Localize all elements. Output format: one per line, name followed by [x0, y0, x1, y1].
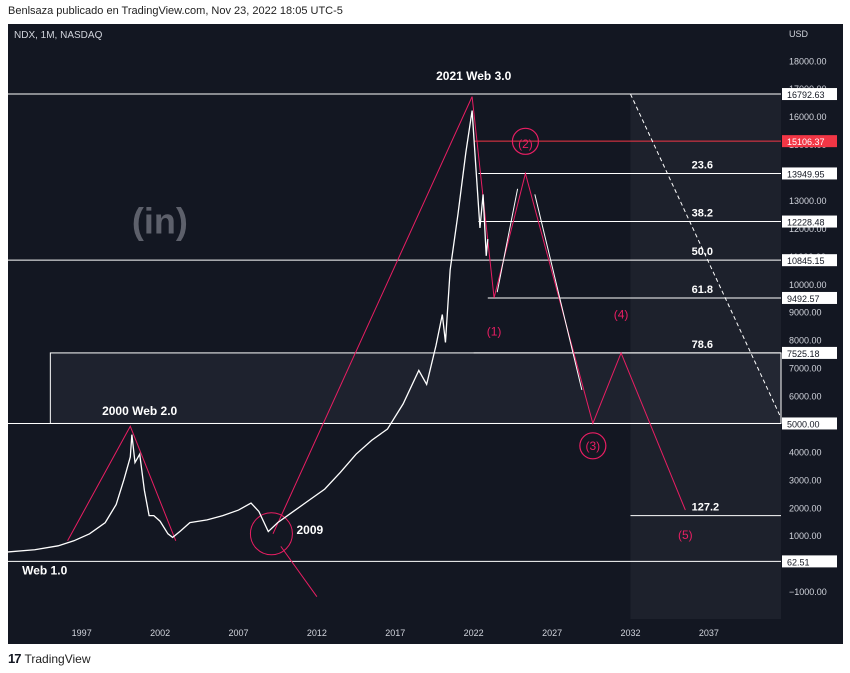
y-tick-label: 12000.00 — [789, 224, 827, 234]
watermark-logo: (in) — [132, 201, 188, 242]
x-tick-label: 2027 — [542, 628, 562, 638]
y-tick-label: 18000.00 — [789, 56, 827, 66]
y-tick-label: 16000.00 — [789, 112, 827, 122]
footer: 17 TradingView — [8, 651, 91, 666]
price-tag-label: 12228.48 — [787, 218, 825, 228]
price-tag-bg — [782, 167, 837, 180]
y-tick-label: 4000.00 — [789, 447, 822, 457]
price-tag-label: 16792.63 — [787, 90, 825, 100]
price-tag-label: 15106.37 — [787, 137, 825, 147]
x-tick-label: 2002 — [150, 628, 170, 638]
chart-annotation: Web 1.0 — [22, 563, 67, 577]
chart-background — [8, 24, 843, 644]
price-tag-bg — [782, 417, 837, 430]
price-tag-bg — [782, 215, 837, 228]
tradingview-logo-icon: 17 — [8, 651, 22, 666]
wave-label: (2) — [518, 137, 533, 151]
price-tag-label: 62.51 — [787, 557, 810, 567]
wave-circle-2 — [511, 127, 540, 155]
wave-label: (4) — [614, 308, 629, 322]
wave-label: (1) — [487, 324, 502, 338]
projection-arrow-down — [534, 194, 583, 391]
chart-annotation: 2021 Web 3.0 — [436, 69, 511, 83]
price-tag-bg — [782, 254, 837, 267]
y-tick-label: 2000.00 — [789, 503, 822, 513]
wave-triangle-2000 — [67, 425, 177, 542]
chart-annotation: 2009 — [297, 523, 324, 537]
projection-arrow-up — [496, 188, 519, 293]
y-tick-label: 7000.00 — [789, 364, 822, 374]
ndx-price-line — [7, 110, 489, 553]
symbol-label: NDX, 1M, NASDAQ — [14, 30, 103, 41]
fib-label: 50.0 — [692, 246, 713, 258]
price-tag-bg — [782, 88, 837, 101]
wave-label: (5) — [678, 528, 693, 542]
price-tag-bg — [782, 291, 837, 304]
x-tick-label: 2037 — [699, 628, 719, 638]
y-tick-label: 9000.00 — [789, 308, 822, 318]
price-tag-bg — [782, 135, 837, 148]
x-tick-label: 1997 — [72, 628, 92, 638]
elliott-wave-path — [471, 96, 686, 511]
arrow-2009 — [280, 546, 318, 597]
wave-circle-3 — [579, 432, 607, 460]
x-tick-label: 2022 — [464, 628, 484, 638]
y-tick-label: 1000.00 — [789, 531, 822, 541]
footer-brand: TradingView — [24, 651, 91, 666]
chart-frame[interactable]: 18000.0017000.0016000.0015000.0014000.00… — [7, 24, 843, 644]
y-tick-label: 10000.00 — [789, 280, 827, 290]
fib-label: 78.6 — [692, 339, 713, 351]
price-tag-label: 7525.18 — [787, 349, 820, 359]
x-tick-label: 2007 — [228, 628, 248, 638]
y-axis-unit: USD — [789, 29, 809, 39]
publish-info: Benlsaza publicado en TradingView.com, N… — [8, 5, 343, 17]
chart-svg[interactable]: 18000.0017000.0016000.0015000.0014000.00… — [7, 24, 843, 644]
fib-label: 127.2 — [692, 502, 720, 514]
y-tick-label: 13000.00 — [789, 196, 827, 206]
y-tick-label: 3000.00 — [789, 475, 822, 485]
price-tag-bg — [782, 346, 837, 359]
y-tick-label: −1000.00 — [789, 587, 827, 597]
price-tag-label: 10845.15 — [787, 256, 825, 266]
projection-dashed-line — [630, 93, 782, 419]
y-tick-label: 6000.00 — [789, 392, 822, 402]
price-tag-label: 13949.95 — [787, 169, 825, 179]
price-tag-label: 9492.57 — [787, 294, 820, 304]
chart-annotation: 2000 Web 2.0 — [102, 404, 177, 418]
x-tick-label: 2032 — [620, 628, 640, 638]
price-tag-bg — [782, 555, 837, 568]
fib-label: 61.8 — [692, 284, 713, 296]
fib-label: 23.6 — [692, 159, 713, 171]
highlight-circle-2009 — [249, 512, 293, 556]
fib-label: 38.2 — [692, 208, 713, 220]
trend-line-2009-2021 — [272, 96, 473, 535]
price-tag-label: 5000.00 — [787, 419, 820, 429]
x-tick-label: 2012 — [307, 628, 327, 638]
y-tick-label: 8000.00 — [789, 336, 822, 346]
x-tick-label: 2017 — [385, 628, 405, 638]
wave-label: (3) — [586, 439, 601, 453]
